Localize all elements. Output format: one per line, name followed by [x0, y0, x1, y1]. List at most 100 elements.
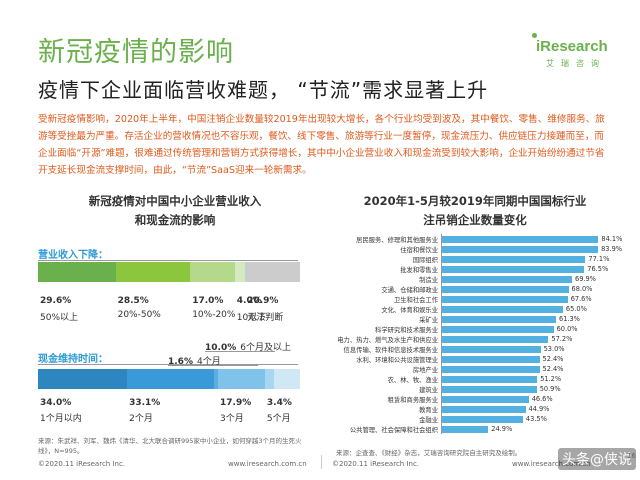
footer-url-left[interactable]: www.iresearch.com.cn: [228, 460, 307, 468]
chart-value-label: 69.9%: [575, 275, 596, 283]
cash-segment: [273, 369, 300, 389]
callout-leader: [168, 365, 258, 366]
cash-callout: 1.6% 4个月: [168, 354, 221, 367]
chart-bar: [442, 276, 572, 283]
closure-bar-chart: 居民服务、修理和其他服务业 84.1% 住宿和餐饮业 83.9% 国际组织 77.1% 批发…: [336, 232, 626, 440]
revenue-segment-value: 20.9%: [247, 296, 279, 306]
chart-category-label: 农、林、牧、渔业: [387, 377, 438, 384]
chart-bar: [442, 286, 569, 293]
chart-bar: [442, 266, 585, 273]
revenue-segment-value: 28.5%: [117, 296, 149, 306]
chart-bar: [442, 336, 549, 343]
cash-stacked-bar: [38, 369, 300, 389]
chart-category-label: 公共管理、社会保障和社会组织: [349, 427, 438, 434]
logo-sub: 艾瑞咨询: [546, 59, 606, 68]
cash-segment-value: 10.0%: [205, 343, 237, 353]
cash-segment-label: 4个月: [196, 357, 221, 367]
chart-value-label: 68.0%: [571, 285, 593, 293]
chart-value-label: 60.0%: [556, 325, 578, 333]
chart-bar: [442, 296, 568, 303]
chart-category-label: 交通、仓储和邮政业: [381, 287, 438, 294]
chart-category-label: 制造业: [419, 277, 438, 284]
chart-category-label: 居民服务、修理和其他服务业: [356, 237, 438, 244]
cash-segment-value: 1.6%: [168, 357, 193, 367]
revenue-segment-value: 17.0%: [192, 296, 224, 306]
chart-value-label: 57.2%: [551, 335, 573, 343]
chart-bar: [442, 326, 554, 333]
chart-bar: [442, 356, 540, 363]
chart-value-label: 24.9%: [491, 425, 513, 433]
chart-category-label: 水利、环境和公共设施管理业: [356, 357, 438, 364]
cash-segment-label: 1个月以内: [40, 414, 82, 424]
chart-value-label: 67.6%: [570, 295, 592, 303]
chart-category-label: 文化、体育和娱乐业: [381, 307, 438, 314]
chart-category-label: 建筑业: [419, 387, 438, 394]
revenue-segment: [38, 262, 116, 282]
chart-bar: [442, 246, 599, 253]
cash-segment-value: 34.0%: [40, 398, 72, 408]
chart-bar: [442, 366, 540, 373]
chart-category-label: 租赁和商务服务业: [387, 397, 438, 404]
footer-divider: [321, 455, 322, 469]
chart-category-label: 国际组织: [412, 257, 438, 264]
cash-segment-label: 6个月及以上: [240, 343, 291, 353]
chart-bar: [442, 396, 529, 403]
left-title-line2: 和现金流的影响: [134, 213, 216, 227]
chart-bar: [442, 256, 586, 263]
chart-bar: [442, 416, 523, 423]
chart-category-label: 教育业: [419, 407, 438, 414]
cash-segment-value: 17.9%: [220, 398, 252, 408]
cash-segment: [213, 369, 218, 389]
revenue-segment-value: 29.6%: [40, 296, 72, 306]
cash-segment: [264, 369, 274, 389]
chart-bar: [442, 376, 538, 383]
footer-copyright-left: ©2020.11 iResearch Inc.: [38, 460, 126, 468]
cash-segment-value: 3.4%: [266, 398, 292, 408]
chart-category-label: 信息传输、软件和信息技术服务业: [343, 347, 438, 354]
cash-segment-value: 33.1%: [129, 398, 161, 408]
revenue-segment: [245, 262, 300, 282]
chart-value-label: 46.6%: [531, 395, 553, 403]
chart-value-label: 65.0%: [565, 305, 587, 313]
page-subtitle: 疫情下企业面临营收难题， “节流”需求显著上升: [38, 78, 489, 102]
left-panel-title: 新冠疫情对中国中小企业营业收入 和现金流的影响: [60, 192, 290, 230]
chart-value-label: 51.2%: [540, 375, 562, 383]
cash-divider: [38, 364, 298, 365]
chart-value-label: 50.9%: [539, 385, 561, 393]
footer-copyright-right: ©2020.11 iResearch Inc.: [332, 460, 420, 468]
chart-category-label: 金融业: [419, 417, 438, 424]
intro-paragraph: 受新冠疫情影响，2020年上半年，中国注销企业数量较2019年出现较大增长，各个…: [38, 114, 605, 176]
page-number: 16: [627, 452, 636, 460]
watermark: 头条@侠说: [558, 448, 636, 470]
chart-value-label: 77.1%: [588, 255, 610, 263]
footer-url-right[interactable]: www.iresearch.com.cn: [512, 460, 591, 468]
chart-value-label: 53.0%: [543, 345, 565, 353]
cash-segment: [217, 369, 265, 389]
logo-brand: iResearch: [536, 38, 608, 55]
chart-value-label: 52.4%: [542, 355, 564, 363]
chart-bar: [442, 316, 556, 323]
revenue-segment-value: 4.0%: [236, 296, 262, 306]
chart-value-label: 76.5%: [587, 265, 609, 273]
chart-category-label: 房地产业: [412, 367, 438, 374]
chart-bar: [442, 386, 537, 393]
revenue-segment: [115, 262, 191, 282]
cash-segment: [38, 369, 128, 389]
page-title: 新冠疫情的影响: [38, 37, 234, 68]
cash-segment-label: 2个月: [129, 414, 153, 424]
chart-bar: [442, 426, 489, 433]
chart-value-label: 83.9%: [601, 245, 623, 253]
chart-bar: [442, 236, 599, 243]
revenue-segment-label: 无法判断: [247, 313, 284, 323]
chart-category-label: 科学研究和技术服务业: [375, 327, 438, 334]
revenue-segment-label: 20%-50%: [117, 310, 161, 320]
revenue-segment-label: 10以下: [236, 313, 267, 323]
cash-label: 现金维持时间：: [38, 354, 108, 365]
right-source: 来源：企查查、《财经》杂志，艾瑞咨询研究院自主研究及绘制。: [336, 449, 522, 457]
right-title-line1: 2020年1-5月较2019年同期中国国标行业: [363, 194, 587, 208]
chart-value-label: 43.5%: [525, 415, 547, 423]
chart-value-label: 61.3%: [559, 315, 580, 323]
left-source: 来源：朱武祥、刘军、魏炜《清华、北大联合调研995家中小企业，如何穿越3个月的生…: [38, 437, 302, 455]
chart-category-label: 批发和零售业: [400, 267, 438, 274]
revenue-stacked-bar: [38, 262, 300, 282]
